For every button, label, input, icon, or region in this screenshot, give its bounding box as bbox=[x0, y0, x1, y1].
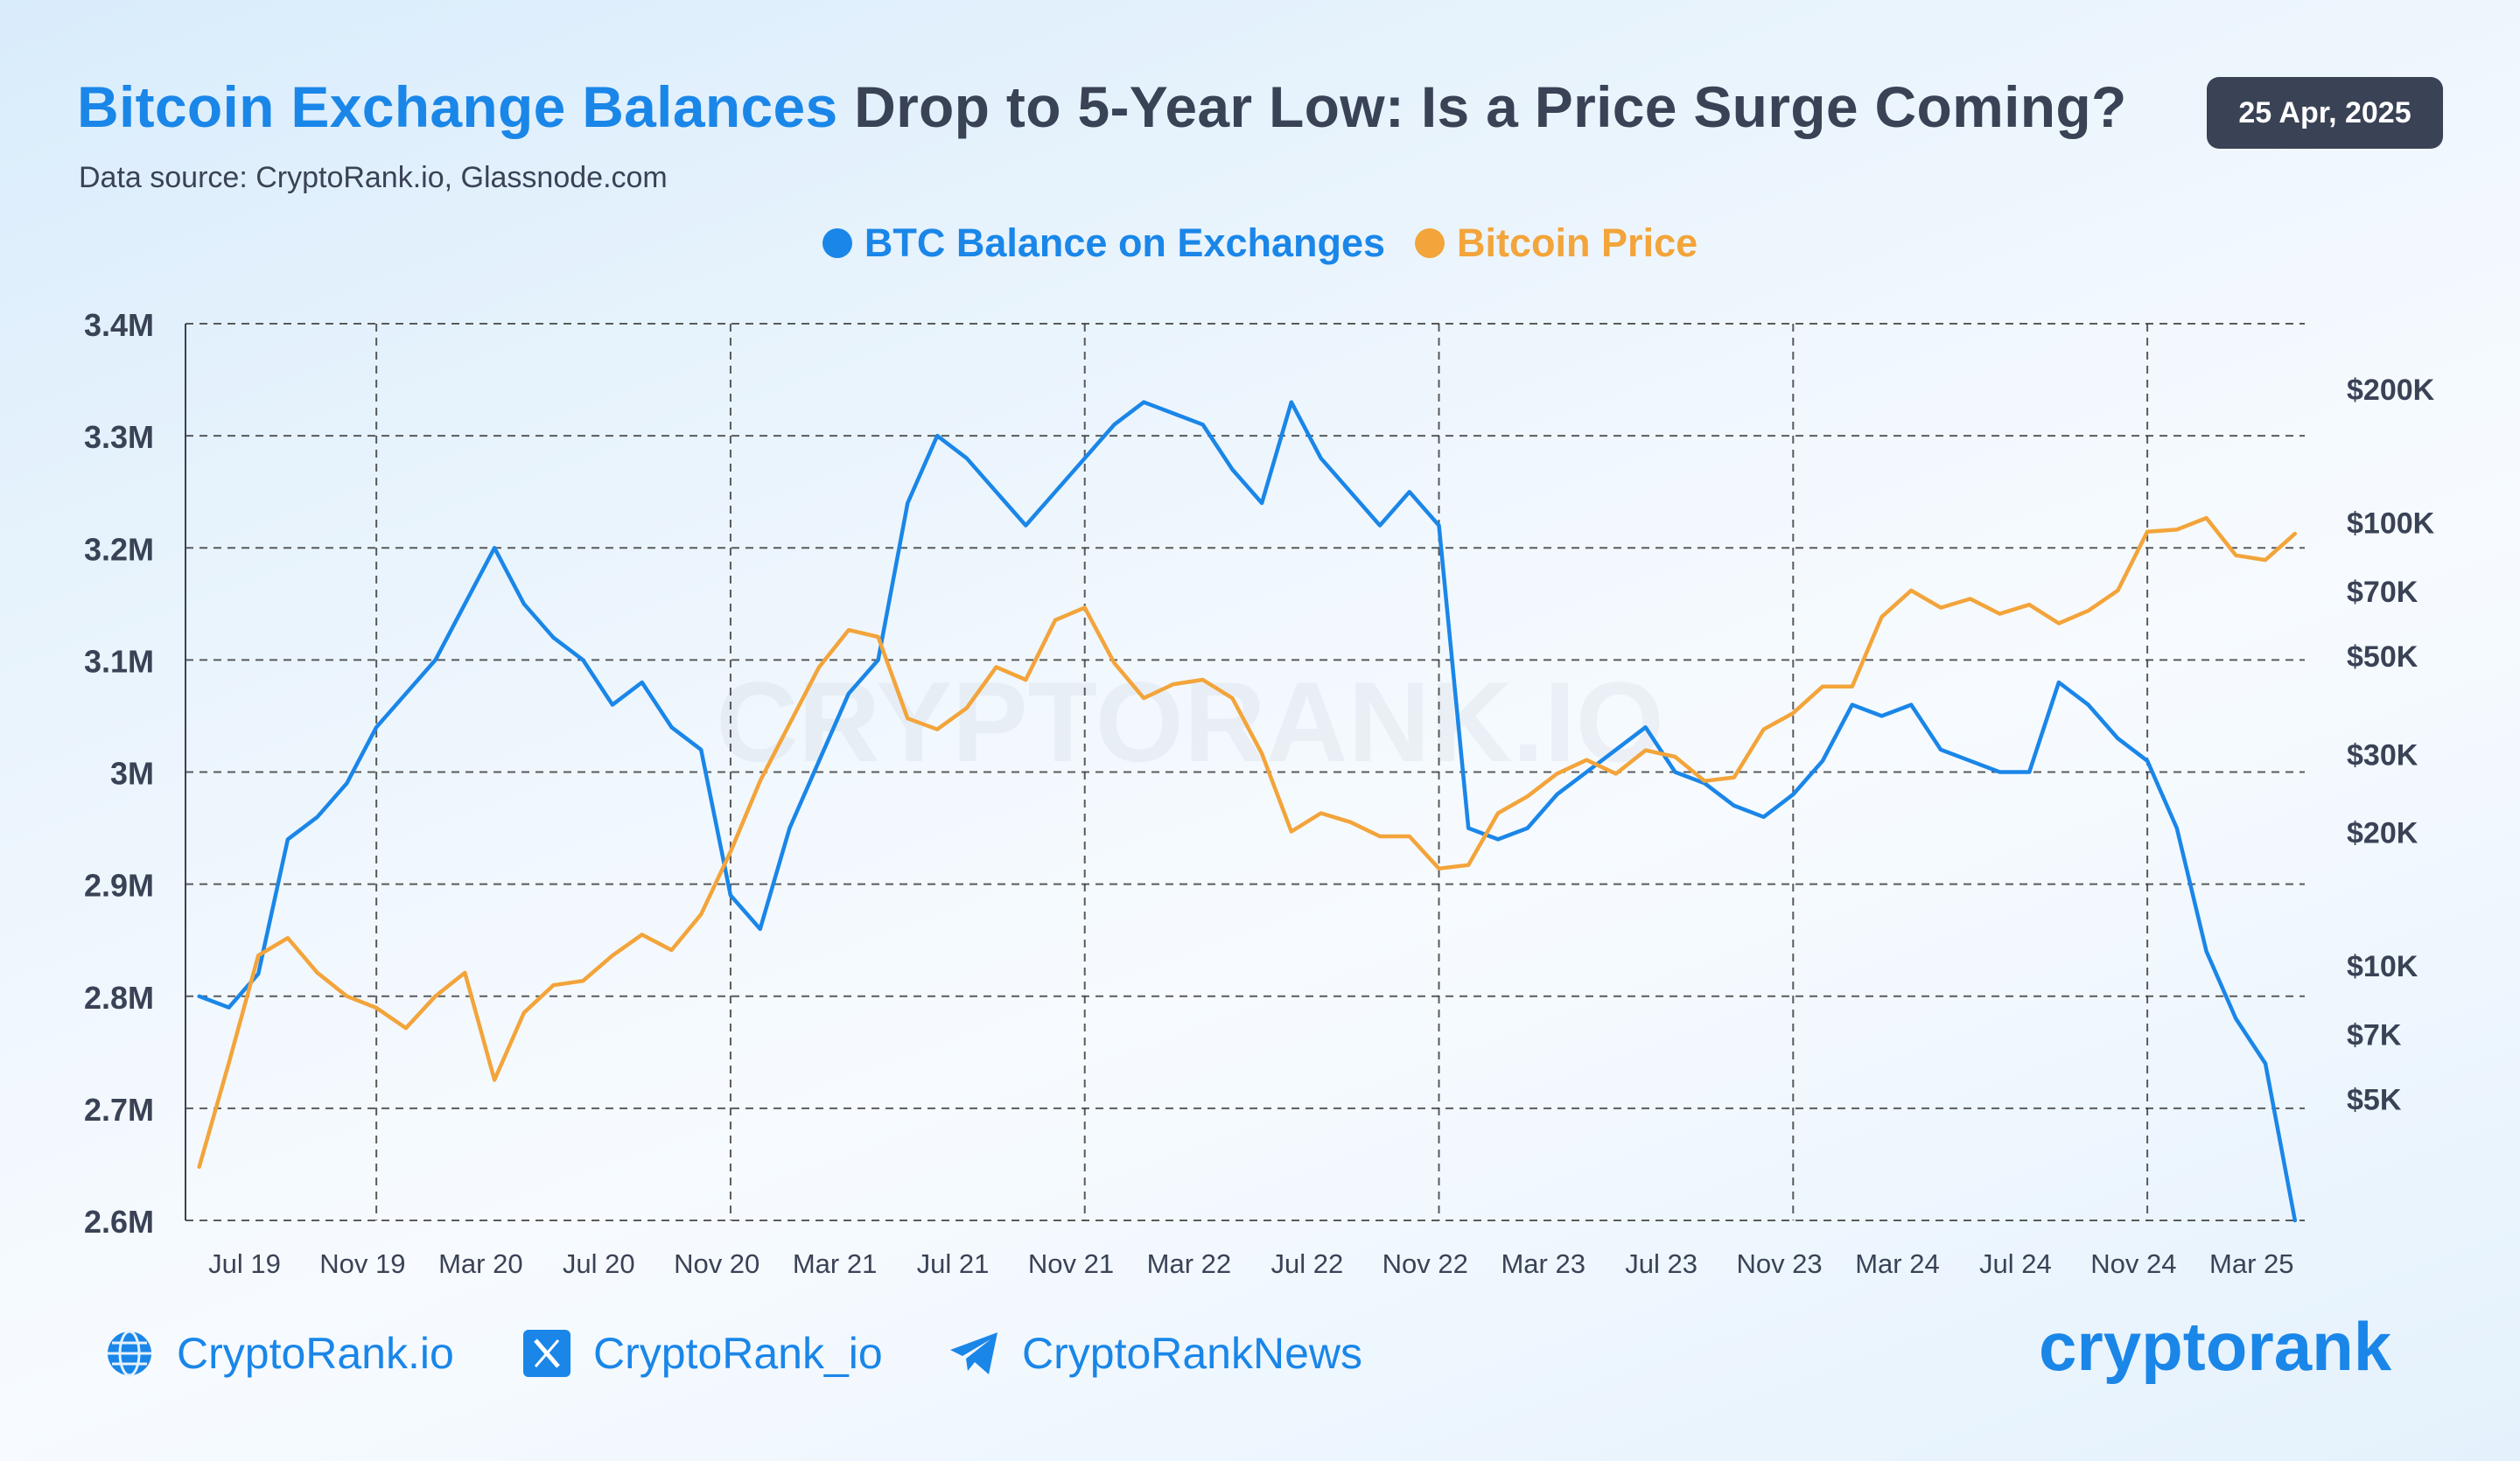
footer-twitter[interactable]: CryptoRank_io bbox=[523, 1323, 883, 1384]
x-tick-label: Jul 20 bbox=[563, 1248, 635, 1279]
y-left-tick-label: 3.3M bbox=[84, 419, 154, 455]
footer-website[interactable]: CryptoRank.io bbox=[105, 1323, 454, 1384]
y-right-tick-label: $50K bbox=[2347, 640, 2418, 674]
footer-telegram[interactable]: CryptoRankNews bbox=[948, 1323, 1362, 1384]
page-title: Bitcoin Exchange Balances Drop to 5-Year… bbox=[77, 73, 2127, 140]
y-right-tick-label: $70K bbox=[2347, 576, 2418, 609]
y-right-tick-label: $5K bbox=[2347, 1083, 2402, 1116]
x-tick-label: Jul 21 bbox=[917, 1248, 990, 1279]
y-right-tick-label: $200K bbox=[2347, 374, 2435, 407]
y-left-tick-label: 2.6M bbox=[84, 1204, 154, 1240]
watermark: CRYPTORANK.IO bbox=[716, 658, 1663, 786]
y-left-tick-label: 3M bbox=[110, 756, 154, 792]
x-tick-label: Nov 24 bbox=[2090, 1248, 2176, 1279]
x-logo-icon bbox=[523, 1330, 570, 1377]
telegram-icon bbox=[950, 1332, 998, 1374]
x-tick-label: Nov 22 bbox=[1382, 1248, 1468, 1279]
y-right-tick-label: $30K bbox=[2347, 738, 2418, 772]
y-right-tick-label: $10K bbox=[2347, 950, 2418, 983]
twitter-link[interactable]: CryptoRank_io bbox=[593, 1329, 883, 1378]
series-lines bbox=[197, 400, 2298, 1223]
x-tick-label: Jul 19 bbox=[208, 1248, 281, 1279]
axes: 2.6M 2.7M 2.8M 2.9M 3M 3.1M 3.2M 3.3M 3.4M $5K $7K… bbox=[84, 307, 2435, 1279]
y-left-tick-label: 2.9M bbox=[84, 868, 154, 904]
globe-icon bbox=[108, 1330, 151, 1377]
y-left-tick-label: 3.2M bbox=[84, 531, 154, 567]
legend-dot-price bbox=[1415, 228, 1446, 258]
y-left-tick-label: 3.1M bbox=[84, 643, 154, 679]
brand-logo: cryptorank bbox=[2039, 1309, 2392, 1385]
x-tick-label: Jul 24 bbox=[1979, 1248, 2052, 1279]
website-link[interactable]: CryptoRank.io bbox=[177, 1329, 454, 1378]
x-tick-label: Mar 20 bbox=[438, 1248, 522, 1279]
title-highlight: Bitcoin Exchange Balances bbox=[77, 74, 838, 139]
legend-item-price[interactable]: Bitcoin Price bbox=[1415, 220, 1698, 266]
x-tick-label: Nov 20 bbox=[674, 1248, 760, 1279]
y-left-tick-label: 3.4M bbox=[84, 307, 154, 343]
legend-label-balance: BTC Balance on Exchanges bbox=[864, 220, 1386, 265]
brand-logo-text: cryptorank bbox=[2039, 1309, 2392, 1385]
x-tick-label: Jul 22 bbox=[1270, 1248, 1343, 1279]
y-left-tick-label: 2.7M bbox=[84, 1092, 154, 1128]
x-tick-label: Mar 24 bbox=[1855, 1248, 1939, 1279]
series-line-balance bbox=[197, 400, 2298, 1223]
date-badge: 25 Apr, 2025 bbox=[2207, 77, 2443, 149]
telegram-link[interactable]: CryptoRankNews bbox=[1022, 1329, 1363, 1378]
x-tick-label: Mar 22 bbox=[1147, 1248, 1231, 1279]
x-tick-label: Mar 21 bbox=[793, 1248, 877, 1279]
chart-legend: BTC Balance on Exchanges Bitcoin Price bbox=[0, 220, 2520, 266]
x-tick-label: Nov 21 bbox=[1028, 1248, 1114, 1279]
grid-lines bbox=[186, 323, 2305, 1221]
x-tick-label: Jul 23 bbox=[1625, 1248, 1698, 1279]
x-tick-label: Mar 25 bbox=[2209, 1248, 2293, 1279]
y-left-tick-label: 2.8M bbox=[84, 980, 154, 1016]
data-source: Data source: CryptoRank.io, Glassnode.co… bbox=[79, 161, 668, 194]
legend-dot-balance bbox=[822, 228, 852, 258]
y-right-tick-label: $100K bbox=[2347, 507, 2435, 540]
legend-item-balance[interactable]: BTC Balance on Exchanges bbox=[822, 220, 1385, 266]
y-right-tick-label: $20K bbox=[2347, 816, 2418, 849]
legend-label-price: Bitcoin Price bbox=[1457, 220, 1698, 265]
x-tick-label: Mar 23 bbox=[1501, 1248, 1585, 1279]
x-tick-label: Nov 19 bbox=[319, 1248, 405, 1279]
series-line-price bbox=[197, 515, 2298, 1170]
title-rest: Drop to 5-Year Low: Is a Price Surge Com… bbox=[854, 74, 2127, 139]
x-tick-label: Nov 23 bbox=[1736, 1248, 1822, 1279]
y-right-tick-label: $7K bbox=[2347, 1018, 2402, 1052]
